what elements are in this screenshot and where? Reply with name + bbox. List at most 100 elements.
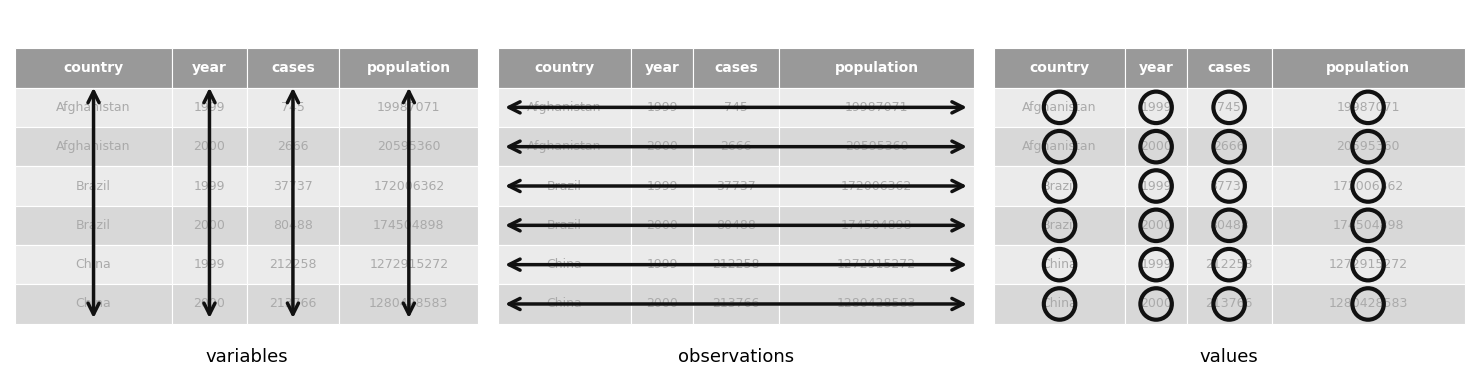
Bar bbox=[779, 245, 974, 284]
Text: 745: 745 bbox=[281, 101, 305, 114]
Text: 19987071: 19987071 bbox=[1337, 101, 1400, 114]
Text: 212258: 212258 bbox=[1206, 258, 1253, 271]
Bar bbox=[1126, 48, 1186, 88]
Bar bbox=[498, 127, 631, 166]
Bar bbox=[15, 88, 172, 127]
Bar bbox=[172, 284, 247, 324]
Bar bbox=[994, 127, 1126, 166]
Bar bbox=[172, 206, 247, 245]
Text: country: country bbox=[534, 61, 595, 75]
Text: country: country bbox=[63, 61, 124, 75]
Text: Brazil: Brazil bbox=[1042, 219, 1078, 232]
Text: cases: cases bbox=[271, 61, 315, 75]
Text: population: population bbox=[367, 61, 450, 75]
Bar bbox=[1126, 166, 1186, 206]
Bar bbox=[15, 284, 172, 324]
Bar bbox=[339, 284, 478, 324]
Text: values: values bbox=[1200, 348, 1259, 366]
Bar bbox=[779, 48, 974, 88]
Text: 2000: 2000 bbox=[1141, 298, 1172, 311]
Text: 212258: 212258 bbox=[269, 258, 316, 271]
Text: 1272915272: 1272915272 bbox=[1329, 258, 1407, 271]
Bar bbox=[779, 206, 974, 245]
Text: 174504898: 174504898 bbox=[841, 219, 913, 232]
Text: 2666: 2666 bbox=[720, 140, 752, 153]
Bar bbox=[994, 48, 1126, 88]
Bar bbox=[1186, 206, 1272, 245]
Bar bbox=[498, 245, 631, 284]
Text: 2000: 2000 bbox=[193, 219, 225, 232]
Text: 172006362: 172006362 bbox=[374, 180, 445, 192]
Bar bbox=[631, 284, 693, 324]
Bar bbox=[339, 206, 478, 245]
Text: 80488: 80488 bbox=[1209, 219, 1250, 232]
Bar bbox=[1126, 284, 1186, 324]
Text: 37737: 37737 bbox=[272, 180, 314, 192]
Text: Brazil: Brazil bbox=[1042, 180, 1078, 192]
Bar bbox=[498, 48, 631, 88]
Text: Brazil: Brazil bbox=[77, 180, 110, 192]
Bar bbox=[15, 48, 172, 88]
Text: population: population bbox=[1326, 61, 1410, 75]
Bar bbox=[498, 206, 631, 245]
Bar bbox=[1272, 284, 1465, 324]
Text: China: China bbox=[75, 258, 112, 271]
Text: Afghanistan: Afghanistan bbox=[1022, 101, 1097, 114]
Text: 174504898: 174504898 bbox=[372, 219, 445, 232]
Text: Afghanistan: Afghanistan bbox=[527, 101, 602, 114]
Text: China: China bbox=[546, 298, 583, 311]
Bar bbox=[994, 206, 1126, 245]
Text: 2000: 2000 bbox=[646, 219, 679, 232]
Bar bbox=[339, 127, 478, 166]
Text: 37737: 37737 bbox=[715, 180, 757, 192]
Bar bbox=[693, 284, 779, 324]
Bar bbox=[994, 88, 1126, 127]
Text: 19987071: 19987071 bbox=[845, 101, 908, 114]
Text: 213766: 213766 bbox=[1206, 298, 1253, 311]
Text: 172006362: 172006362 bbox=[841, 180, 913, 192]
Text: 19987071: 19987071 bbox=[377, 101, 440, 114]
Text: 213766: 213766 bbox=[269, 298, 316, 311]
Text: 2000: 2000 bbox=[193, 298, 225, 311]
Bar bbox=[498, 284, 631, 324]
Text: cases: cases bbox=[1207, 61, 1251, 75]
Text: 1999: 1999 bbox=[194, 258, 225, 271]
Text: 2666: 2666 bbox=[1213, 140, 1245, 153]
Bar bbox=[247, 284, 339, 324]
Text: 745: 745 bbox=[724, 101, 748, 114]
Text: 174504898: 174504898 bbox=[1332, 219, 1404, 232]
Bar bbox=[247, 166, 339, 206]
Text: 2000: 2000 bbox=[193, 140, 225, 153]
Bar bbox=[172, 166, 247, 206]
Bar bbox=[1126, 88, 1186, 127]
Bar bbox=[1272, 245, 1465, 284]
Text: 1999: 1999 bbox=[1141, 180, 1172, 192]
Bar bbox=[1186, 48, 1272, 88]
Bar bbox=[339, 88, 478, 127]
Text: Afghanistan: Afghanistan bbox=[527, 140, 602, 153]
Bar bbox=[498, 88, 631, 127]
Bar bbox=[1186, 245, 1272, 284]
Bar bbox=[779, 88, 974, 127]
Text: 1999: 1999 bbox=[646, 101, 677, 114]
Bar bbox=[15, 245, 172, 284]
Text: Afghanistan: Afghanistan bbox=[56, 101, 131, 114]
Text: 1999: 1999 bbox=[1141, 101, 1172, 114]
Text: observations: observations bbox=[679, 348, 793, 366]
Text: 172006362: 172006362 bbox=[1332, 180, 1404, 192]
Bar bbox=[779, 127, 974, 166]
Bar bbox=[994, 166, 1126, 206]
Bar bbox=[693, 245, 779, 284]
Text: 20595360: 20595360 bbox=[1337, 140, 1400, 153]
Bar bbox=[1186, 127, 1272, 166]
Text: 745: 745 bbox=[1217, 101, 1241, 114]
Text: China: China bbox=[546, 258, 583, 271]
Text: 1280428583: 1280428583 bbox=[369, 298, 449, 311]
Bar bbox=[631, 245, 693, 284]
Bar bbox=[994, 245, 1126, 284]
Text: country: country bbox=[1029, 61, 1089, 75]
Text: Afghanistan: Afghanistan bbox=[56, 140, 131, 153]
Bar bbox=[247, 245, 339, 284]
Bar bbox=[1272, 48, 1465, 88]
Text: year: year bbox=[1139, 61, 1173, 75]
